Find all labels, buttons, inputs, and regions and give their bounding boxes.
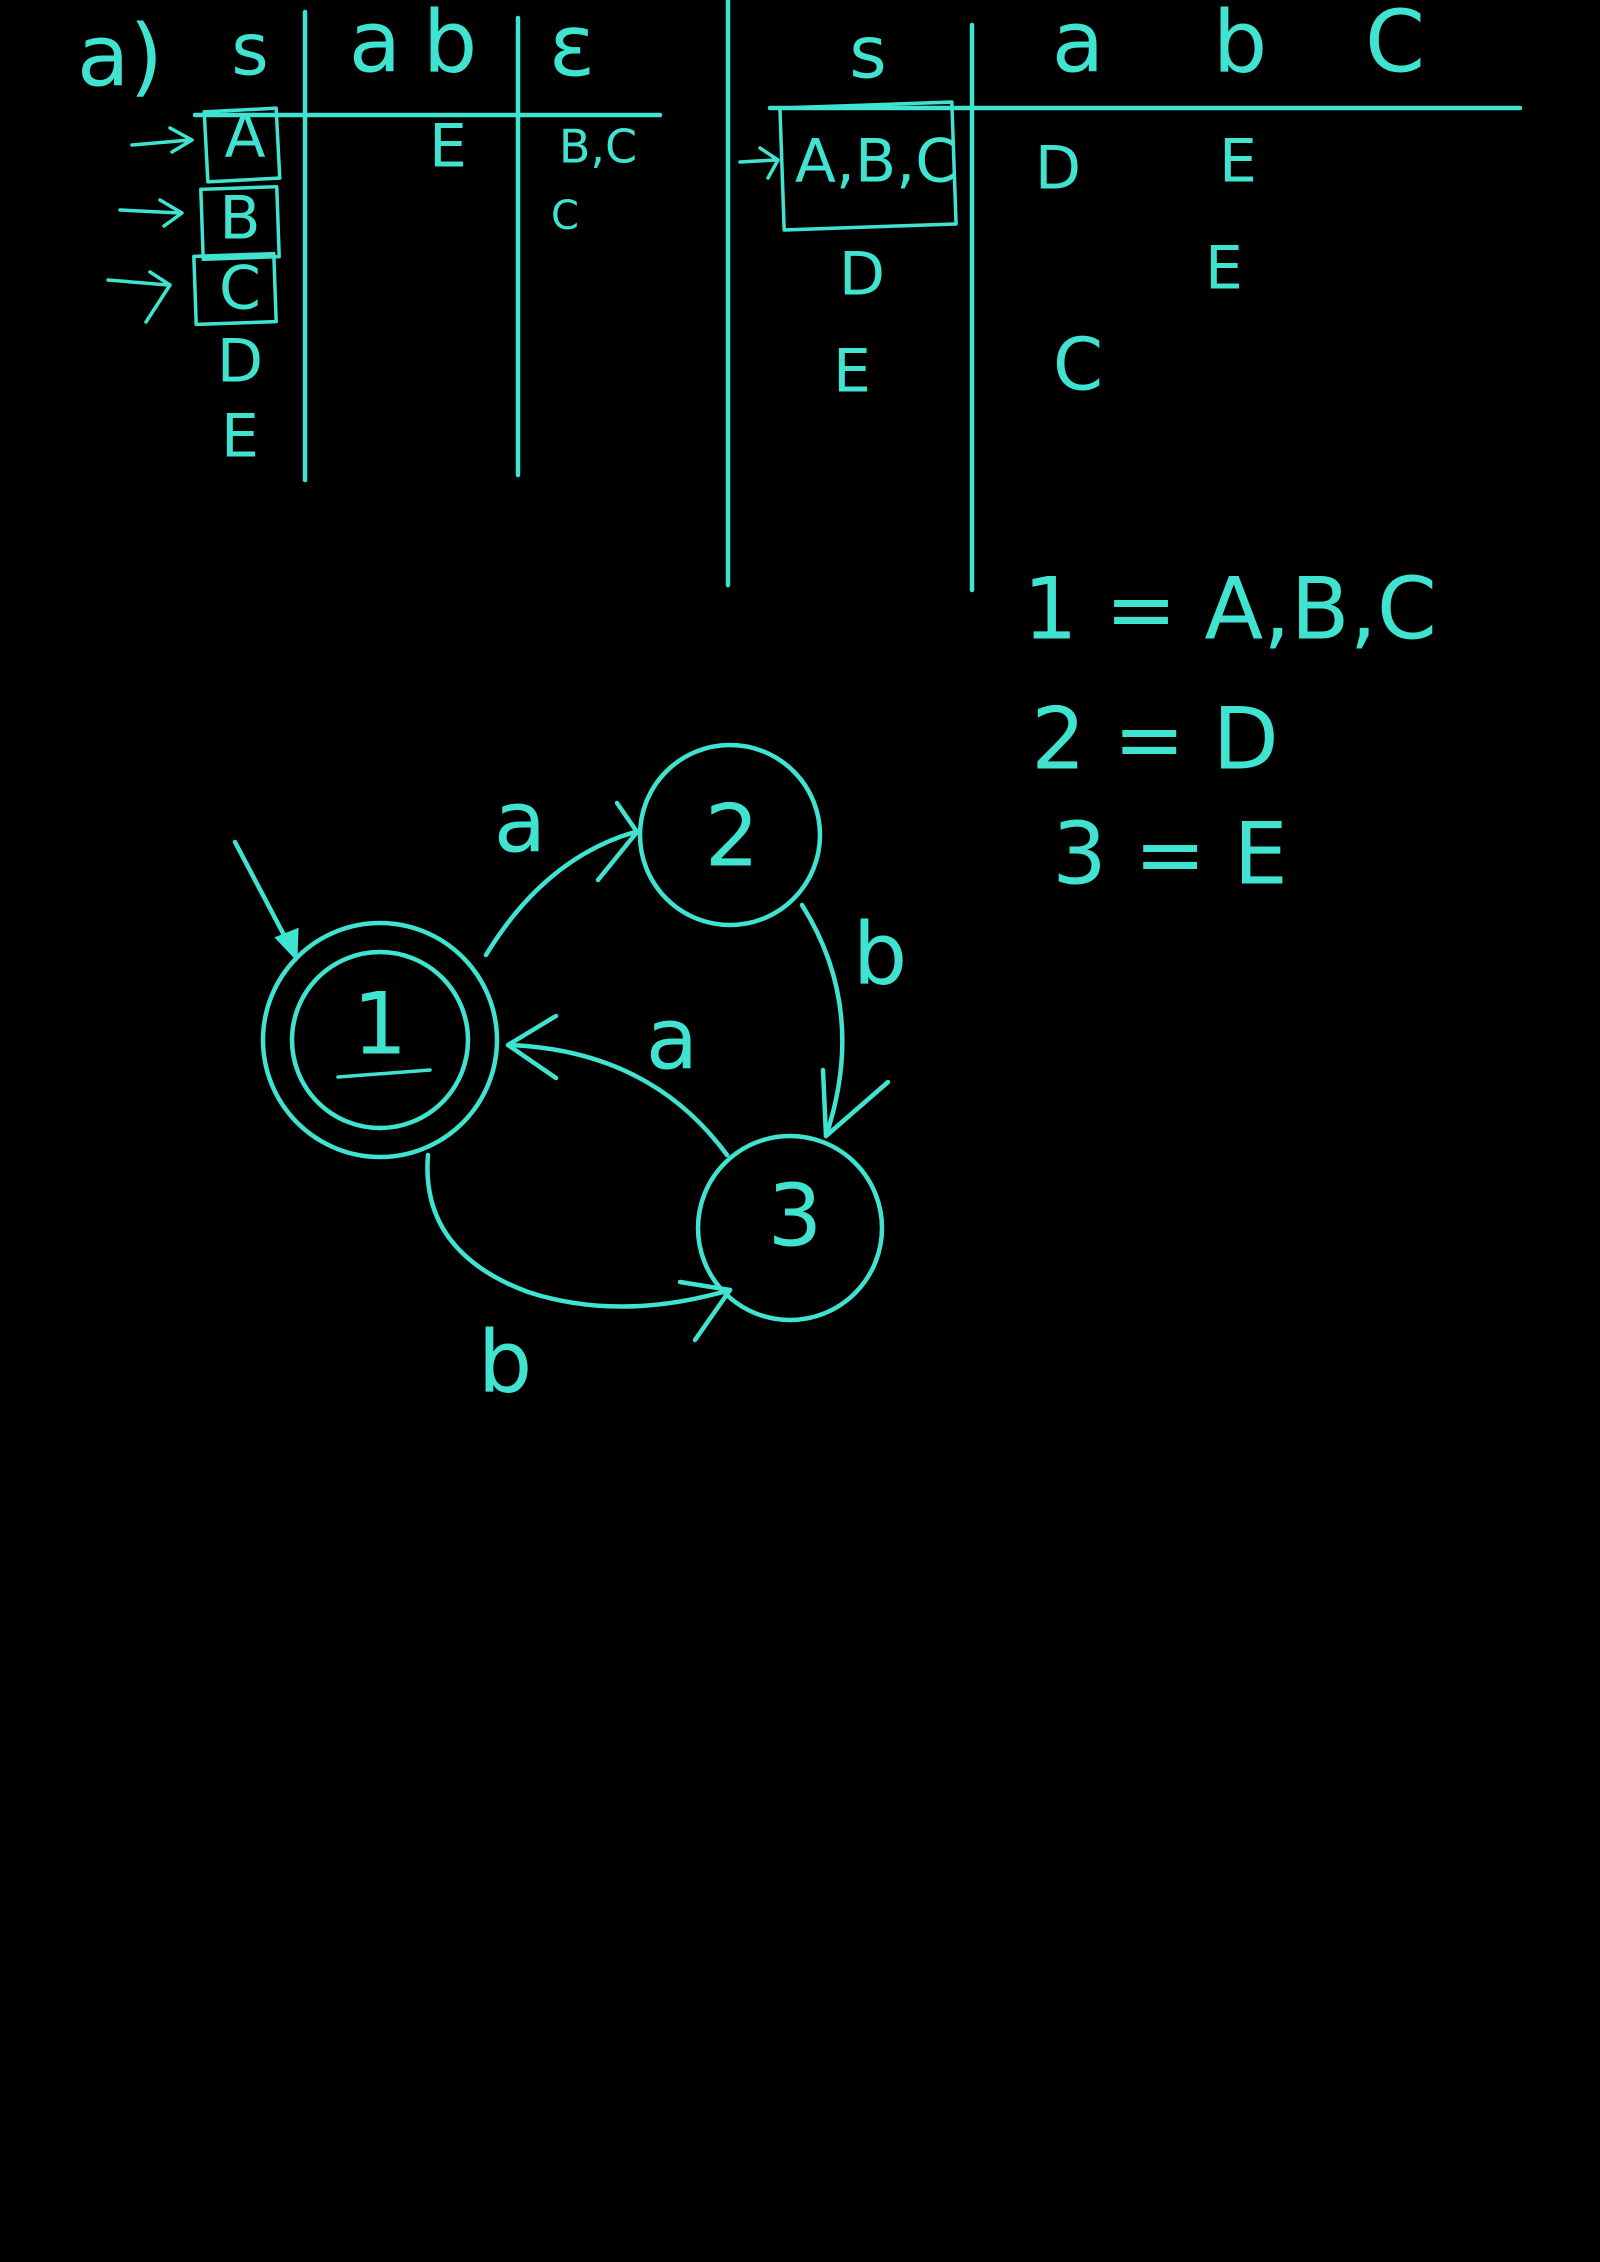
nfa-header-b: b <box>423 0 478 92</box>
start-arrow-b <box>118 198 184 228</box>
state-box-b <box>199 184 281 262</box>
state-1-outer-ring <box>260 920 500 1160</box>
nfa-cell-a-b: E <box>429 112 467 182</box>
nfa-row-state-e: E <box>221 402 259 472</box>
start-arrow-c <box>106 270 172 324</box>
nfa-row-state-b: B <box>219 184 260 254</box>
dfa-row-state-e: E <box>833 337 871 407</box>
dfa-header-state: s <box>849 11 887 95</box>
edge-1-to-3 <box>425 1152 733 1309</box>
dfa-header-c: C <box>1365 0 1425 92</box>
nfa-header-state: s <box>231 8 269 92</box>
nfa-header-a: a <box>349 0 402 92</box>
nfa-row-state-c: C <box>219 254 261 324</box>
nfa-row-state-a: A <box>224 102 265 172</box>
state-2-label: 2 <box>705 786 760 886</box>
nfa-header-epsilon: ε <box>549 0 596 96</box>
state-1-label: 1 <box>353 974 408 1074</box>
start-arrow-abc <box>738 146 780 180</box>
dfa-cell-d-b: E <box>1205 234 1243 304</box>
edge-2-to-3-arrowhead <box>820 1067 891 1139</box>
edge-1-to-3-label: b <box>478 1312 533 1412</box>
edge-3-to-1-arrowhead <box>505 1013 559 1081</box>
nfa-table: a) s a b ε A B C D E E B,C C <box>77 0 663 483</box>
mapping-line-3: 3 = E <box>1052 804 1288 904</box>
state-2-ring <box>637 742 823 928</box>
dfa-cell-e-a: C <box>1053 323 1103 407</box>
start-arrow-a <box>130 126 194 154</box>
state-3-label: 3 <box>768 1166 823 1266</box>
nfa-cell-b-epsilon: C <box>551 193 579 239</box>
dfa-header-b: b <box>1213 0 1268 92</box>
edge-3-to-1 <box>505 1042 730 1158</box>
part-label: a) <box>77 6 163 106</box>
initial-arrow-head <box>274 927 299 962</box>
nfa-row-state-d: D <box>217 327 263 397</box>
edge-2-to-3-label: b <box>853 904 908 1004</box>
edge-2-to-3 <box>799 902 845 1139</box>
mapping-line-2: 2 = D <box>1031 689 1279 789</box>
edge-1-to-2-arrowhead <box>595 800 640 883</box>
dfa-cell-abc-b: E <box>1219 127 1257 197</box>
state-box-abc <box>778 100 958 232</box>
nfa-cell-a-epsilon: B,C <box>559 120 637 174</box>
mapping-line-1: 1 = A,B,C <box>1023 559 1437 659</box>
state-3-ring <box>695 1133 885 1323</box>
state-1-inner-ring <box>289 949 471 1131</box>
dfa-row-state-d: D <box>839 240 885 310</box>
dfa-cell-abc-a: D <box>1035 134 1081 204</box>
state-1-underline <box>336 1068 432 1079</box>
state-box-a <box>202 106 282 184</box>
edge-1-to-3-arrowhead <box>677 1279 733 1343</box>
edge-1-to-2-label: a <box>494 772 547 872</box>
dfa-diagram: 1 2 3 a b a b <box>232 742 908 1412</box>
dfa-table: s a b C A,B,C D E D E E C <box>725 0 1523 593</box>
state-box-c <box>192 251 278 327</box>
dfa-row-state-abc: A,B,C <box>795 127 957 197</box>
dfa-header-a: a <box>1052 0 1105 92</box>
state-mapping: 1 = A,B,C 2 = D 3 = E <box>1023 559 1437 904</box>
edge-1-to-2 <box>483 829 638 958</box>
edge-3-to-1-label: a <box>646 989 699 1089</box>
